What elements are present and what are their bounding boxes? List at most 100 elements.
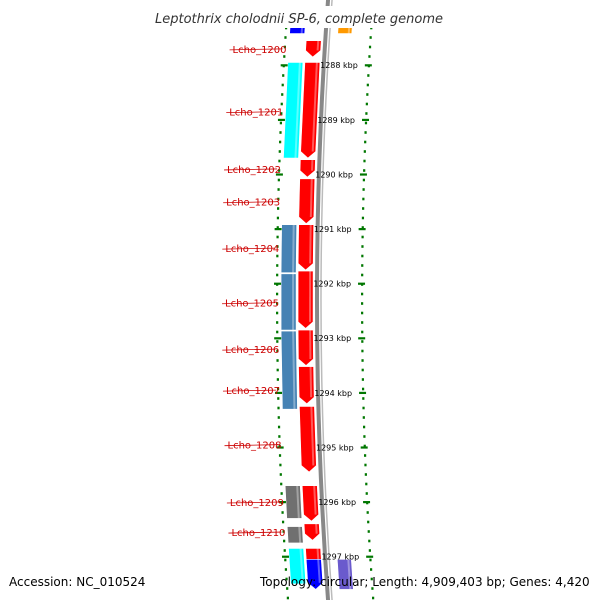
gene-feature-shine xyxy=(313,485,317,515)
ring-dot xyxy=(276,264,279,267)
ring-dot xyxy=(279,473,282,476)
gene-feature[interactable]: Lcho_1201 xyxy=(300,62,321,159)
gene-feature-shine xyxy=(296,485,300,519)
gene-feature[interactable]: Lcho_1210b xyxy=(286,526,304,544)
genome-summary: Topology: circular; Length: 4,909,403 bp… xyxy=(259,575,590,589)
ring-dot xyxy=(286,587,289,590)
ring-dot xyxy=(276,321,279,324)
gene-feature[interactable]: Lcho_1210 xyxy=(303,523,320,541)
gene-label[interactable]: Lcho_1203 xyxy=(226,198,280,209)
gene-feature[interactable]: Lcho_1200 xyxy=(305,40,322,58)
gene-feature[interactable]: Lcho_1204 xyxy=(297,224,314,271)
gene-label[interactable]: Lcho_1205 xyxy=(225,299,279,310)
tick-label: 1291 kbp xyxy=(314,225,352,234)
gene-leader-line xyxy=(226,111,280,114)
tick-mark-inner xyxy=(275,391,283,395)
ring-dot xyxy=(361,378,364,381)
gene-feature[interactable]: Lcho_1211b xyxy=(288,548,307,585)
gene-feature[interactable]: Lcho_1213 xyxy=(336,559,354,590)
ring-dot xyxy=(371,587,374,590)
ring-dot xyxy=(278,150,281,153)
gene-feature-shine xyxy=(299,548,304,584)
gene-feature[interactable]: Lcho_1209b xyxy=(284,485,303,519)
ring-dot xyxy=(362,178,365,182)
gene-label[interactable]: Lcho_1202 xyxy=(227,165,281,176)
ring-dot xyxy=(276,216,280,220)
gene-feature[interactable]: Lcho_1209 xyxy=(301,485,319,522)
accession-label: Accession: NC_010524 xyxy=(9,575,145,589)
gene-feature[interactable]: Lcho_1203 xyxy=(298,178,316,224)
ring-dot xyxy=(361,359,364,362)
ring-dot xyxy=(365,482,368,486)
ring-dot xyxy=(366,93,369,96)
tick-mark-inner xyxy=(275,173,283,176)
ring-dot xyxy=(276,226,279,229)
gene-feature-shine xyxy=(347,559,352,590)
inner-tick-ring xyxy=(276,26,289,600)
gene-feature-shine xyxy=(311,62,318,152)
tick-label: 1292 kbp xyxy=(313,280,351,289)
ring-dot xyxy=(282,74,285,77)
gene-label[interactable]: Lcho_1206 xyxy=(225,345,279,356)
gene-feature[interactable]: Lcho_1212 xyxy=(305,559,324,590)
ring-dot xyxy=(367,530,370,533)
gene-feature[interactable]: Lcho_1205 xyxy=(297,270,314,329)
gene-leader-line xyxy=(221,302,276,305)
ring-dot xyxy=(363,435,366,438)
gene-leader-line xyxy=(224,168,278,171)
ring-dot xyxy=(362,425,366,429)
ring-dot xyxy=(276,387,280,391)
ring-dot xyxy=(277,188,280,191)
tick-mark-inner xyxy=(278,501,286,504)
gene-feature[interactable]: Lcho_1202 xyxy=(299,159,316,178)
ring-dot xyxy=(276,349,279,353)
gene-label[interactable]: Lcho_1209 xyxy=(230,498,284,509)
ring-dot xyxy=(284,568,288,571)
ring-dot xyxy=(362,197,365,201)
ring-dot xyxy=(278,435,281,438)
gene-leader-line xyxy=(229,48,283,51)
outer-tick-ring xyxy=(361,26,375,600)
tick-mark-inner xyxy=(274,282,282,285)
gene-feature[interactable]: Lcho_1207 xyxy=(298,366,315,405)
ring-dot xyxy=(281,93,284,96)
ring-dot xyxy=(366,83,369,87)
ring-dot xyxy=(361,235,364,239)
gene-label[interactable]: Lcho_1210 xyxy=(231,528,285,539)
ring-dot xyxy=(276,235,279,239)
gene-label[interactable]: Lcho_1201 xyxy=(229,108,283,119)
gene-feature[interactable]: Lcho_1205b xyxy=(280,273,297,331)
ring-dot xyxy=(276,292,279,296)
ring-dot xyxy=(363,454,367,457)
ring-dot xyxy=(283,539,286,543)
gene-leader-line xyxy=(222,247,276,250)
ring-dot xyxy=(361,321,364,324)
ring-dot xyxy=(280,102,283,106)
ring-dot xyxy=(277,406,280,410)
ring-dot xyxy=(363,444,366,448)
ring-dot xyxy=(276,302,279,305)
gene-label[interactable]: Lcho_1208 xyxy=(228,441,282,452)
gene-feature[interactable]: Lcho_1201b xyxy=(283,62,304,159)
ring-dot xyxy=(367,74,370,77)
ring-dot xyxy=(276,330,279,334)
ring-dot xyxy=(368,549,371,552)
ring-dot xyxy=(276,359,279,362)
gene-label[interactable]: Lcho_1200 xyxy=(233,45,287,56)
gene-label[interactable]: Lcho_1204 xyxy=(225,244,279,255)
ring-dot xyxy=(279,463,282,467)
gene-feature[interactable]: Lcho_1206 xyxy=(297,329,314,366)
gene-label[interactable]: Lcho_1207 xyxy=(226,386,280,397)
gene-feature-shine xyxy=(294,62,301,159)
tick-mark-inner xyxy=(276,446,284,449)
gene-feature-shine xyxy=(310,406,315,466)
gene-feature[interactable]: Lcho_1208 xyxy=(299,406,317,473)
tick-mark-inner xyxy=(274,337,282,340)
ring-dot xyxy=(362,416,365,419)
ring-dot xyxy=(367,520,370,524)
ring-dot xyxy=(361,292,364,296)
ring-dot xyxy=(361,368,364,372)
tick-label: 1297 kbp xyxy=(321,553,359,562)
gene-feature[interactable]: Lcho_1206b xyxy=(280,330,298,410)
gene-feature[interactable]: Lcho_1204b xyxy=(280,224,297,273)
